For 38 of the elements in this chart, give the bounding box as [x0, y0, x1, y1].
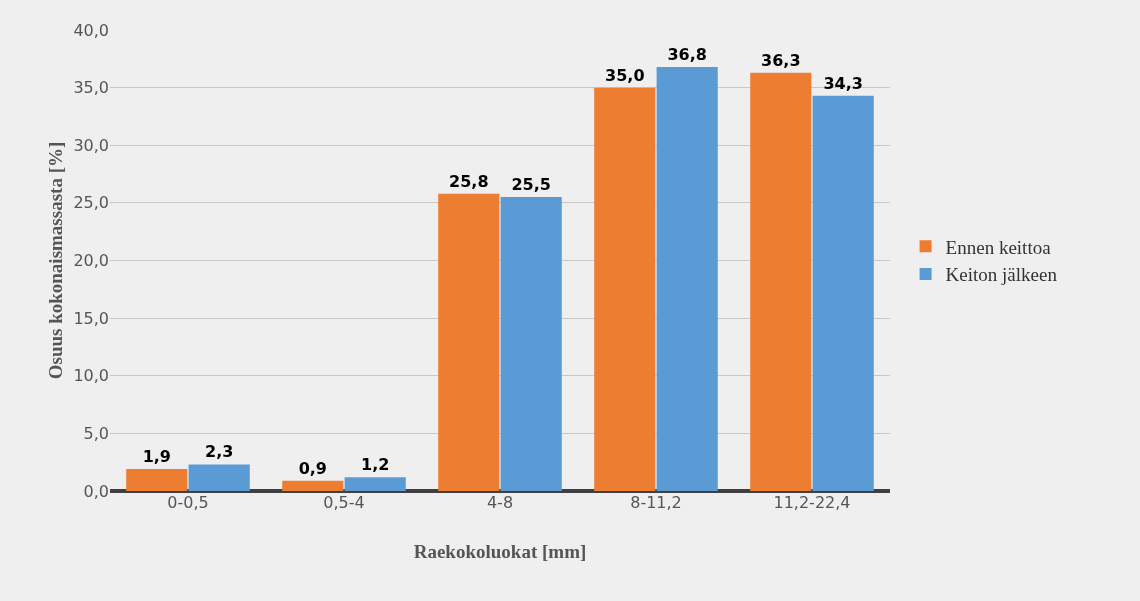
data-label: 36,3	[761, 50, 801, 70]
y-tick-label: 30,0	[73, 135, 109, 155]
legend-label: Keiton jälkeen	[945, 264, 1058, 286]
y-tick-label: 10,0	[73, 366, 109, 386]
y-tick-label: 35,0	[73, 78, 109, 98]
bar	[812, 95, 874, 491]
data-label: 2,3	[205, 442, 234, 462]
bar	[282, 480, 344, 491]
bar	[126, 469, 188, 491]
bar	[750, 72, 812, 491]
data-label: 1,9	[142, 447, 171, 467]
data-label: 25,8	[449, 171, 489, 191]
bar	[656, 66, 718, 491]
bar	[594, 87, 656, 491]
y-tick-label: 15,0	[73, 308, 109, 328]
x-tick-label: 0-0,5	[167, 493, 209, 512]
bar	[500, 197, 562, 491]
bar	[344, 477, 406, 491]
bar	[188, 464, 250, 491]
y-tick-label: 40,0	[73, 20, 109, 40]
data-label: 25,5	[511, 175, 551, 195]
bar	[438, 193, 500, 491]
data-label: 0,9	[298, 458, 327, 478]
y-tick-label: 0,0	[83, 481, 109, 501]
x-axis-title: Raekokoluokat [mm]	[413, 541, 587, 562]
x-tick-label: 4-8	[486, 493, 514, 512]
x-tick-label: 8-11,2	[630, 493, 682, 512]
data-label: 35,0	[605, 65, 645, 85]
x-tick-label: 11,2-22,4	[773, 493, 851, 512]
data-label: 36,8	[667, 44, 707, 64]
y-tick-label: 5,0	[83, 423, 109, 443]
data-label: 1,2	[361, 455, 390, 475]
x-tick-label: 0,5-4	[323, 493, 365, 512]
y-tick-label: 25,0	[73, 193, 109, 213]
legend-label: Ennen keittoa	[945, 236, 1052, 258]
data-label: 34,3	[823, 73, 863, 93]
y-tick-label: 20,0	[73, 251, 109, 271]
y-axis-title: Osuus kokonaismassasta [%]	[45, 141, 66, 380]
